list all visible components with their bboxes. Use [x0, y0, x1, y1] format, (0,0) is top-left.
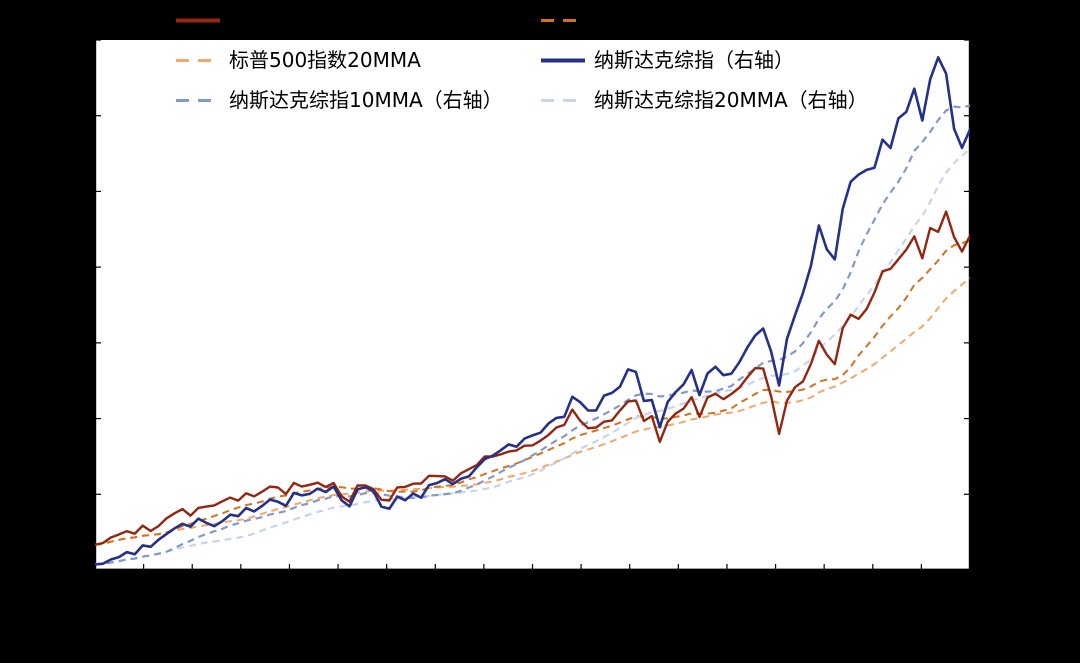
legend-row: 标普500指数20MMA 纳斯达克综指（右轴）: [175, 40, 1005, 80]
legend-dashed-line-marker: [176, 58, 220, 62]
series-sp500_10mma: [95, 239, 970, 546]
legend-row: [175, 0, 1005, 40]
plot-area: [95, 40, 970, 570]
legend-label: 标普500指数20MMA: [229, 48, 421, 72]
series-nasdaq_20mma: [95, 148, 970, 566]
legend-label: 纳斯达克综指20MMA（右轴）: [594, 88, 868, 112]
legend-label: 纳斯达克综指10MMA（右轴）: [229, 88, 503, 112]
series-sp500: [95, 210, 970, 546]
series-nasdaq: [95, 56, 970, 566]
legend-dashed-line-marker: [541, 18, 585, 22]
legend-item: 标普500指数20MMA: [175, 50, 540, 70]
series-sp500_20mma: [95, 277, 970, 546]
chart-legend: 标普500指数20MMA 纳斯达克综指（右轴） 纳斯达克综指10MMA（右轴） 纳斯达…: [175, 0, 1005, 120]
plot-svg: [95, 40, 970, 570]
legend-item: 纳斯达克综指20MMA（右轴）: [540, 90, 868, 110]
legend-dashed-line-marker: [176, 98, 220, 102]
legend-item: [540, 16, 594, 25]
series-nasdaq_10mma: [95, 104, 970, 566]
legend-solid-line-marker: [541, 58, 585, 62]
legend-row: 纳斯达克综指10MMA（右轴） 纳斯达克综指20MMA（右轴）: [175, 80, 1005, 120]
legend-solid-line-marker: [176, 18, 220, 22]
legend-label: 纳斯达克综指（右轴）: [594, 48, 794, 72]
legend-item: 纳斯达克综指10MMA（右轴）: [175, 90, 540, 110]
legend-item: 纳斯达克综指（右轴）: [540, 50, 794, 70]
legend-item: [175, 16, 540, 25]
legend-dashed-line-marker: [541, 98, 585, 102]
